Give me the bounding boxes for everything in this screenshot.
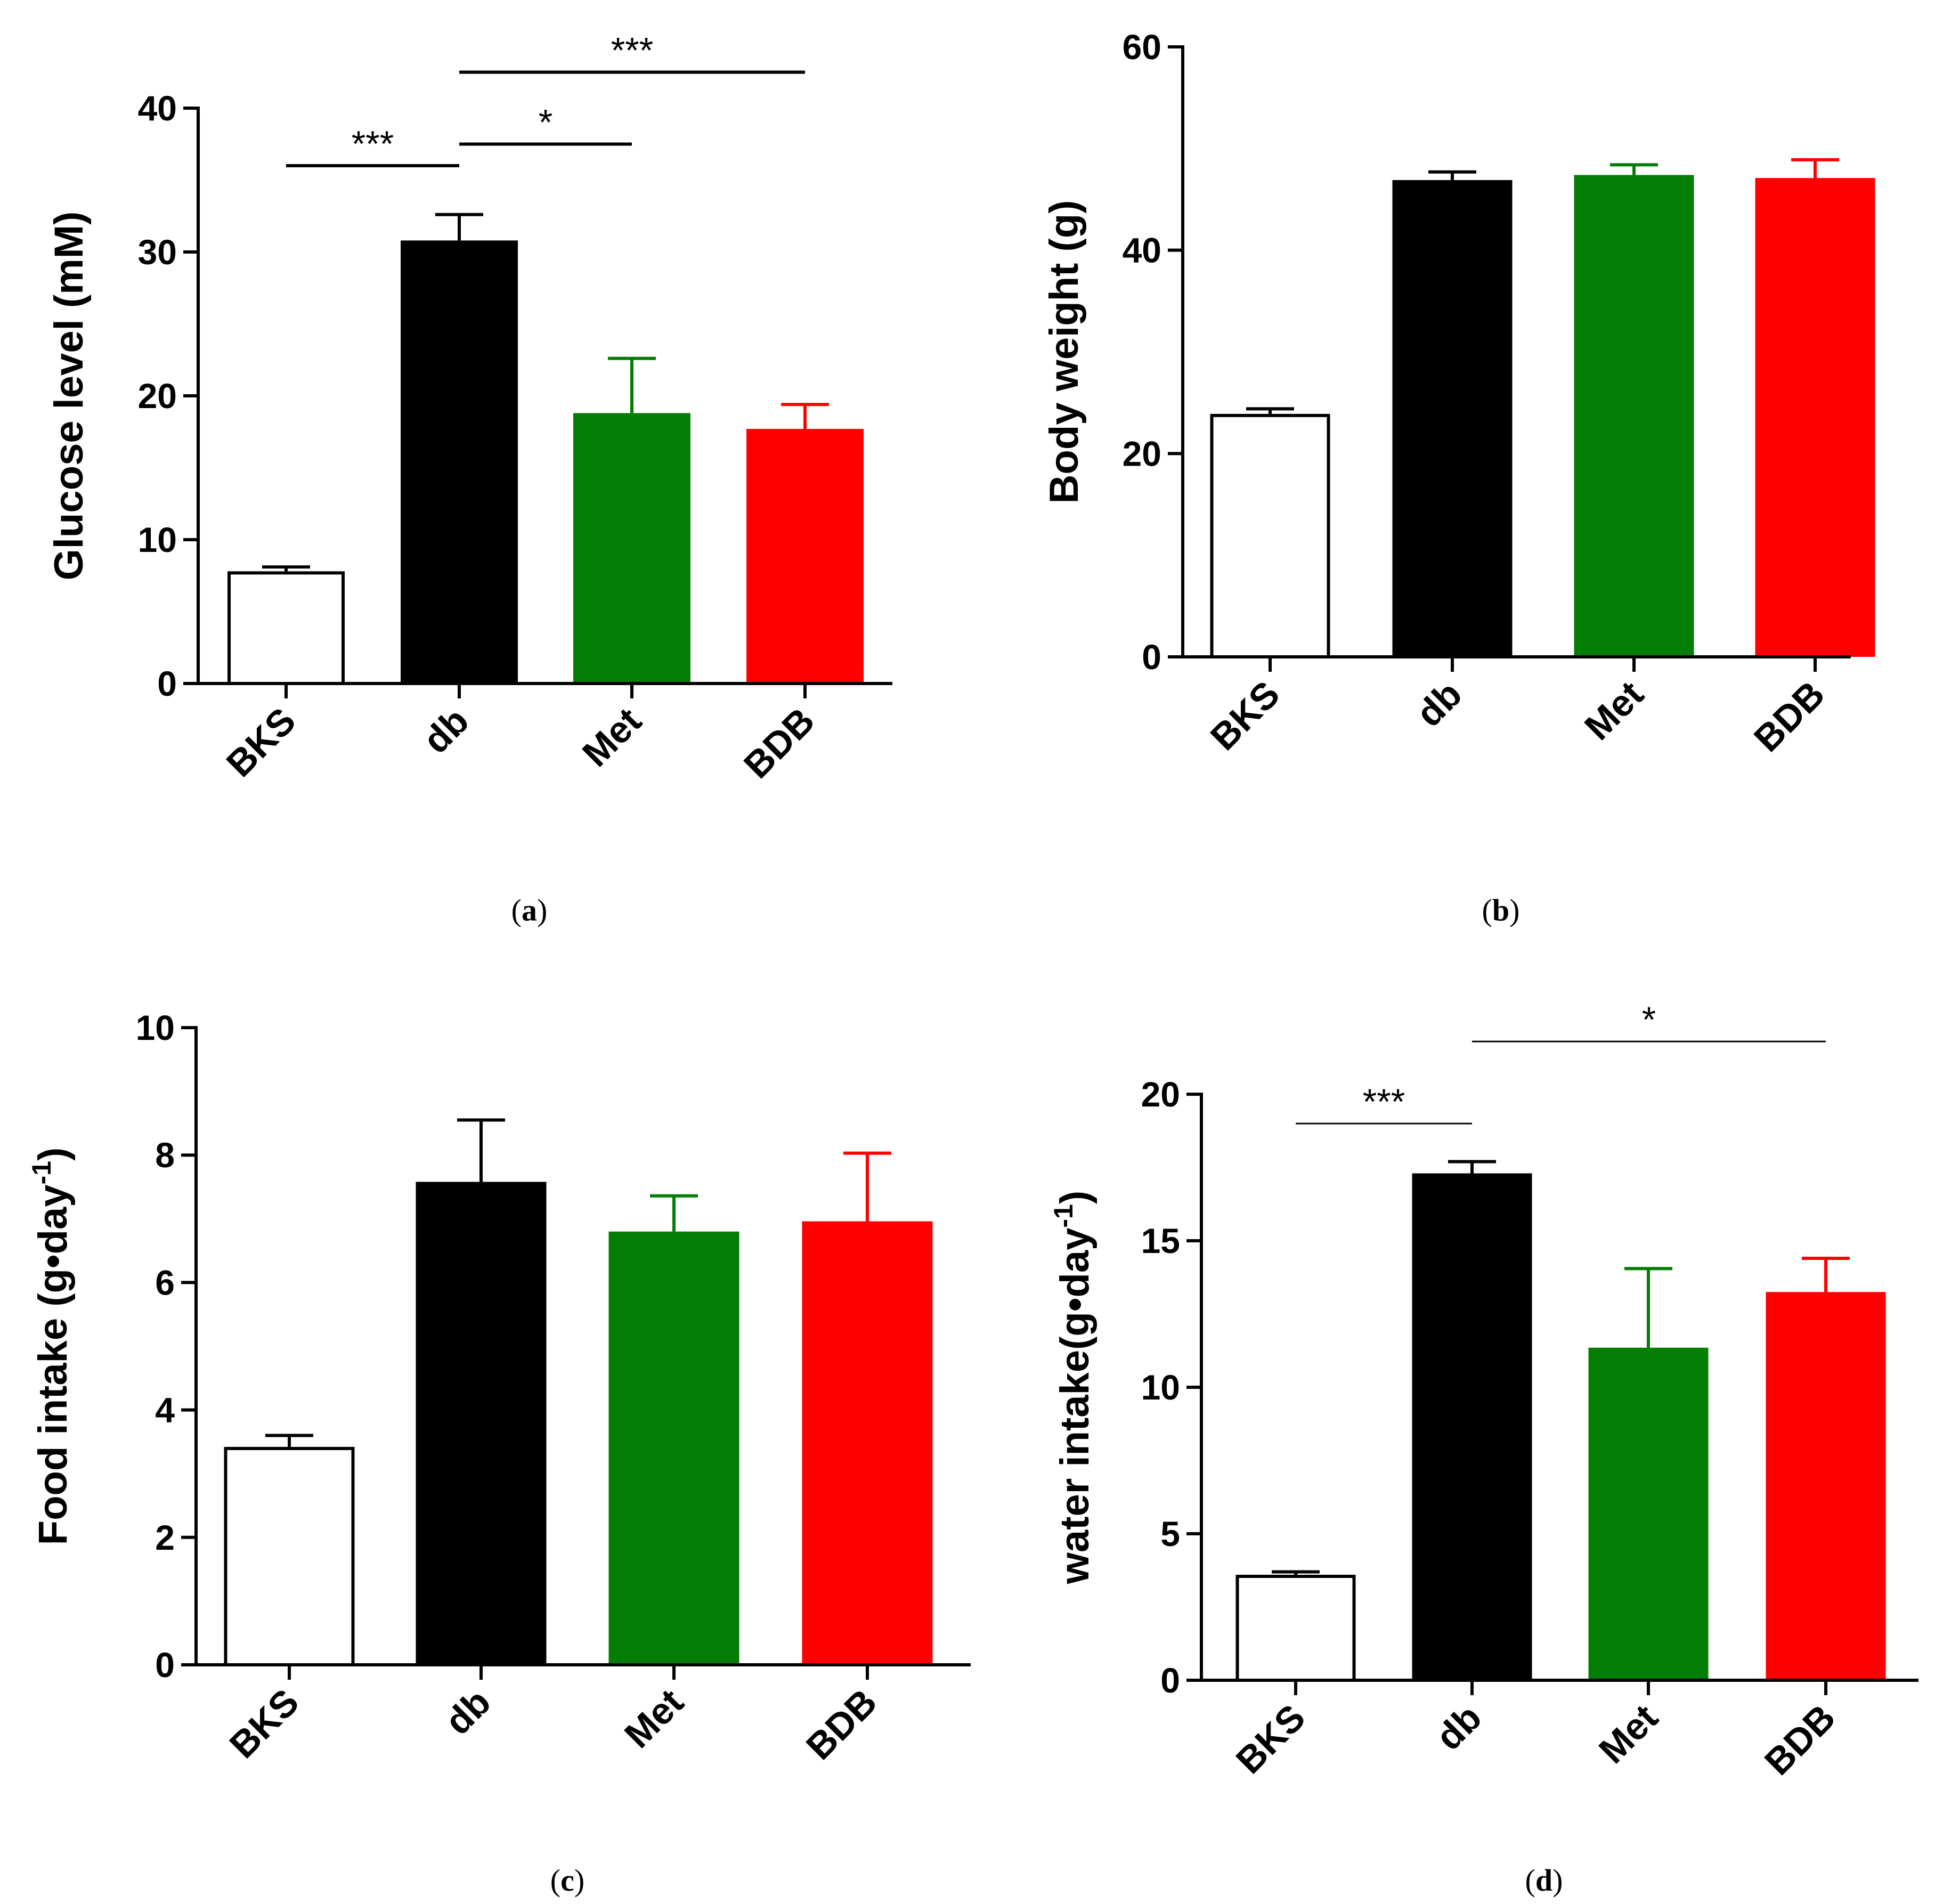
chart-b-svg: 0 20 40 60 BKS db Met BDB Body weight (g) (b) xyxy=(1042,27,1875,927)
bar-met xyxy=(1574,175,1694,657)
x-category-label: db xyxy=(437,1681,499,1743)
y-axis-title-superscript: -1 xyxy=(27,1161,56,1184)
bar-met xyxy=(608,1231,739,1665)
caption-open-paren: ( xyxy=(511,893,522,927)
y-axis-title-main: Body weight (g) xyxy=(1042,200,1087,504)
y-axis-title-superscript: -1 xyxy=(1048,1204,1078,1227)
y-axis-title-main: Food intake (g•day xyxy=(30,1184,76,1545)
x-category-label: BKS xyxy=(218,699,304,785)
y-axis-title: water intake(g•day-1) xyxy=(1048,1191,1097,1584)
y-tick-label: 40 xyxy=(138,88,177,128)
y-axis-title-main: water intake(g•day xyxy=(1052,1228,1097,1585)
y-tick-label: 15 xyxy=(1141,1221,1180,1260)
x-category-label: BDB xyxy=(798,1681,884,1767)
y-tick-label: 0 xyxy=(155,1645,175,1685)
y-axis-title: Glucose level (mM) xyxy=(46,211,92,581)
panel-caption: (b) xyxy=(1482,893,1520,927)
significance-label: * xyxy=(1642,999,1656,1040)
bar-bdb xyxy=(1766,1292,1886,1680)
y-tick-label: 20 xyxy=(138,376,177,416)
bar-bks xyxy=(1235,1575,1356,1682)
bar-db xyxy=(401,240,518,684)
x-category-label: BDB xyxy=(1746,673,1832,759)
panel-caption: (d) xyxy=(1525,1863,1563,1898)
panel-caption: (c) xyxy=(550,1863,584,1898)
x-category-label: BKS xyxy=(1202,673,1288,758)
bar-db xyxy=(1412,1173,1532,1680)
x-category-label: db xyxy=(1428,1696,1490,1758)
y-tick-label: 10 xyxy=(138,520,177,559)
x-category-label: BDB xyxy=(1757,1696,1843,1783)
y-tick-label: 0 xyxy=(157,664,177,703)
y-tick-label: 60 xyxy=(1123,27,1161,67)
y-tick-label: 10 xyxy=(136,1008,175,1047)
bar-bks xyxy=(227,571,345,686)
y-axis-title: Body weight (g) xyxy=(1042,200,1087,504)
y-tick-label: 20 xyxy=(1123,434,1161,473)
y-tick-label: 4 xyxy=(155,1390,175,1430)
y-tick-label: 20 xyxy=(1141,1075,1180,1114)
y-tick-label: 30 xyxy=(138,232,177,272)
caption-open-paren: ( xyxy=(1525,1863,1535,1898)
bar-bdb xyxy=(802,1221,933,1665)
chart-panel-b: 0 20 40 60 BKS db Met BDB Body weight (g) (b) xyxy=(971,0,1942,952)
bar-bdb xyxy=(746,429,864,684)
y-axis-title-end: ) xyxy=(1052,1191,1097,1204)
bar-bdb xyxy=(1755,178,1875,657)
y-tick-label: 40 xyxy=(1123,231,1161,270)
y-tick-label: 10 xyxy=(1141,1368,1180,1407)
x-category-label: Met xyxy=(1576,673,1651,747)
caption-letter: b xyxy=(1492,893,1509,927)
bar-bks xyxy=(224,1446,355,1667)
y-axis-title-end: ) xyxy=(30,1148,76,1161)
x-category-label: Met xyxy=(1591,1696,1665,1771)
bar-bks xyxy=(1210,413,1330,658)
caption-open-paren: ( xyxy=(550,1863,560,1898)
caption-open-paren: ( xyxy=(1482,893,1492,927)
y-axis-title: Food intake (g•day-1) xyxy=(27,1148,76,1545)
y-tick-label: 2 xyxy=(155,1518,175,1557)
y-tick-label: 6 xyxy=(155,1263,175,1302)
caption-close-paren: ) xyxy=(1552,1863,1563,1898)
y-tick-label: 0 xyxy=(1160,1661,1180,1700)
caption-close-paren: ) xyxy=(1509,893,1519,927)
x-category-label: db xyxy=(1408,673,1470,735)
caption-close-paren: ) xyxy=(574,1863,584,1898)
significance-label: * xyxy=(539,102,552,143)
bar-db xyxy=(1392,180,1513,657)
caption-letter: a xyxy=(522,893,537,927)
x-category-label: db xyxy=(415,699,477,761)
bar-met xyxy=(1588,1347,1709,1680)
chart-panel-c: 0 2 4 6 8 10 BKS db Met BDB Food intake (g•day-1)(… xyxy=(0,952,971,1904)
panel-caption: (a) xyxy=(511,893,548,927)
caption-letter: d xyxy=(1535,1863,1552,1898)
chart-panel-d: 0 5 10 15 20 BKS db Met BDB water intake(g•day-1)… xyxy=(971,952,1942,1904)
y-tick-label: 5 xyxy=(1160,1514,1180,1553)
chart-panel-a: 0 10 20 30 40 BKS db Met BDB Glucose level (mM) **… xyxy=(0,0,971,952)
x-category-label: BKS xyxy=(222,1681,307,1766)
x-category-label: Met xyxy=(616,1681,691,1755)
x-category-label: BDB xyxy=(736,699,822,786)
x-category-label: BKS xyxy=(1228,1696,1313,1781)
bar-db xyxy=(416,1182,547,1665)
bar-met xyxy=(573,413,690,684)
y-tick-label: 8 xyxy=(155,1135,175,1175)
significance-label: *** xyxy=(1363,1081,1405,1122)
caption-close-paren: ) xyxy=(537,893,547,927)
significance-label: *** xyxy=(352,124,394,164)
y-axis-title-main: Glucose level (mM) xyxy=(46,211,92,581)
chart-d-svg: 0 5 10 15 20 BKS db Met BDB water intake(g•day-1)… xyxy=(1048,999,1918,1898)
y-tick-label: 0 xyxy=(1142,637,1161,677)
caption-letter: c xyxy=(560,1863,574,1898)
significance-label: *** xyxy=(611,30,653,71)
x-category-label: Met xyxy=(574,699,649,774)
